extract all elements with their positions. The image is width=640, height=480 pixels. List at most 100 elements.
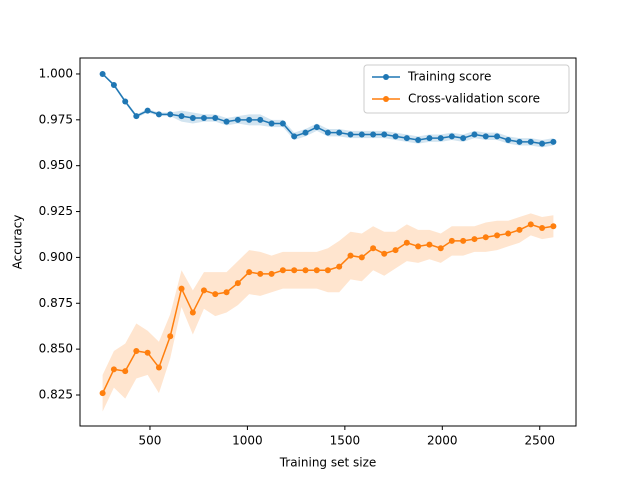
legend-label: Training score (407, 70, 491, 84)
point (370, 245, 377, 252)
point (460, 135, 467, 142)
point (471, 236, 478, 243)
point (448, 237, 455, 244)
point (257, 116, 264, 123)
point (291, 133, 298, 140)
legend-marker (383, 74, 389, 80)
legend-box (363, 64, 570, 114)
point (347, 131, 354, 138)
point (268, 270, 275, 277)
point (392, 133, 399, 140)
point (505, 230, 512, 237)
y-tick-label: 0.875 (39, 296, 73, 310)
point (110, 366, 117, 373)
point (358, 254, 365, 261)
point (167, 333, 174, 340)
point (324, 129, 331, 136)
point (302, 129, 309, 136)
point (313, 267, 320, 274)
point (482, 234, 489, 241)
point (527, 138, 534, 145)
point (550, 223, 557, 230)
point (133, 347, 140, 354)
point (279, 267, 286, 274)
point (426, 135, 433, 142)
point (494, 232, 501, 239)
y-tick-label: 0.925 (39, 204, 73, 218)
point (133, 113, 140, 120)
point (189, 309, 196, 316)
point (291, 267, 298, 274)
point (539, 225, 546, 232)
point (212, 114, 219, 121)
legend-label: Cross-validation score (408, 92, 540, 106)
point (167, 111, 174, 118)
point (505, 137, 512, 144)
point (212, 291, 219, 298)
y-axis-label: Accuracy (11, 215, 25, 270)
x-tick-label: 500 (139, 434, 162, 448)
point (358, 131, 365, 138)
point (110, 81, 117, 88)
point (550, 138, 557, 145)
y-tick-label: 0.950 (39, 158, 73, 172)
point (200, 287, 207, 294)
point (223, 289, 230, 296)
x-tick-label: 2000 (427, 434, 458, 448)
point (516, 226, 523, 233)
point (122, 368, 129, 375)
point (370, 131, 377, 138)
point (155, 364, 162, 371)
point (302, 267, 309, 274)
point (246, 269, 253, 276)
point (279, 120, 286, 127)
point (381, 131, 388, 138)
point (336, 129, 343, 136)
point (403, 135, 410, 142)
point (200, 114, 207, 121)
y-tick-label: 0.825 (39, 387, 73, 401)
axes-frame (79, 57, 577, 427)
point (471, 131, 478, 138)
point (392, 247, 399, 254)
y-tick-label: 1.000 (39, 66, 73, 80)
point (99, 390, 106, 397)
point (539, 140, 546, 147)
point (155, 111, 162, 118)
point (313, 124, 320, 131)
y-tick-label: 0.900 (39, 250, 73, 264)
point (460, 237, 467, 244)
point (494, 133, 501, 140)
legend-marker (383, 96, 389, 102)
point (223, 118, 230, 125)
point (336, 263, 343, 270)
point (381, 250, 388, 257)
point (324, 267, 331, 274)
point (144, 349, 151, 356)
point (234, 280, 241, 287)
point (482, 133, 489, 140)
point (516, 138, 523, 145)
point (415, 243, 422, 250)
point (347, 252, 354, 259)
point (257, 270, 264, 277)
point (178, 285, 185, 292)
point (122, 98, 129, 105)
y-tick-label: 0.850 (39, 342, 73, 356)
point (415, 137, 422, 144)
point (403, 239, 410, 246)
point (437, 135, 444, 142)
x-tick-label: 1000 (232, 434, 263, 448)
point (189, 114, 196, 121)
point (527, 221, 534, 228)
point (437, 245, 444, 252)
point (448, 133, 455, 140)
point (246, 116, 253, 123)
x-tick-label: 1500 (330, 434, 361, 448)
point (234, 116, 241, 123)
point (144, 107, 151, 114)
y-tick-label: 0.975 (39, 112, 73, 126)
point (178, 113, 185, 120)
x-axis-label: Training set size (279, 456, 377, 470)
